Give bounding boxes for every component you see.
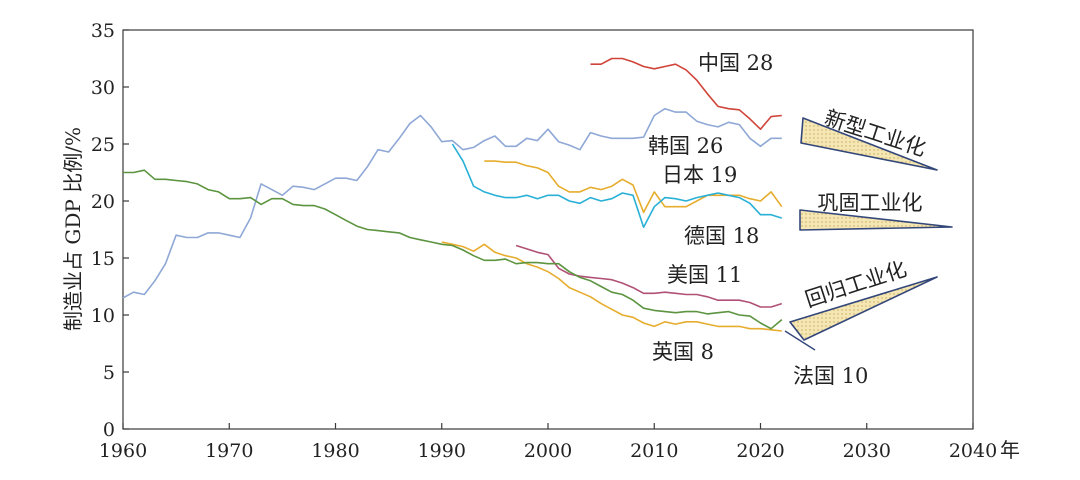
y-tick-label: 0 (103, 419, 115, 441)
y-tick-label: 20 (91, 191, 115, 213)
series-line-3 (451, 143, 783, 228)
series-label-6: 法国 10 (793, 364, 868, 388)
series-label-4: 美国 11 (667, 263, 742, 287)
y-tick-label: 25 (91, 134, 115, 156)
x-tick-label: 2040 (949, 440, 997, 462)
series-line-4 (515, 244, 783, 308)
y-tick-label: 5 (103, 362, 115, 384)
y-tick-label: 15 (91, 248, 115, 270)
x-tick-label: 1980 (311, 440, 359, 462)
x-tick-label: 2000 (524, 440, 572, 462)
y-tick-label: 35 (91, 20, 115, 42)
chart-axes: 0 5 10 15 20 25 30 35 1960 1970 1980 1990 2000 2010 20… (91, 20, 997, 462)
series-label-1: 韩国 26 (648, 134, 723, 158)
series-line-6 (123, 169, 783, 330)
series-line-1 (122, 107, 782, 299)
trend-wedge-1 (799, 209, 953, 231)
series-line-0 (590, 57, 782, 130)
series-lines (122, 57, 783, 332)
x-axis-label: 年 (1000, 438, 1020, 462)
y-tick-label: 10 (91, 305, 115, 327)
x-tick-label: 1990 (418, 440, 466, 462)
series-labels: 中国 28 韩国 26 日本 19 德国 18 美国 11 英国 8 法国 10 (648, 51, 868, 388)
x-tick-label: 1970 (205, 440, 253, 462)
series-label-3: 德国 18 (684, 224, 759, 248)
series-label-2: 日本 19 (662, 163, 737, 187)
france-leader-line (784, 330, 816, 351)
series-label-0: 中国 28 (698, 51, 773, 75)
wedge-label-1: 巩固工业化 (818, 191, 923, 215)
y-tick-label: 30 (91, 77, 115, 99)
x-tick-label: 1960 (99, 440, 147, 462)
x-tick-label: 2030 (843, 440, 891, 462)
trend-wedge-2 (789, 276, 938, 341)
x-tick-label: 2020 (736, 440, 784, 462)
series-label-5: 英国 8 (652, 340, 714, 364)
trend-wedge-0 (800, 117, 938, 171)
y-axis-label: 制造业占 GDP 比例/% (61, 127, 85, 331)
series-line-5 (441, 241, 782, 332)
x-tick-label: 2010 (630, 440, 678, 462)
